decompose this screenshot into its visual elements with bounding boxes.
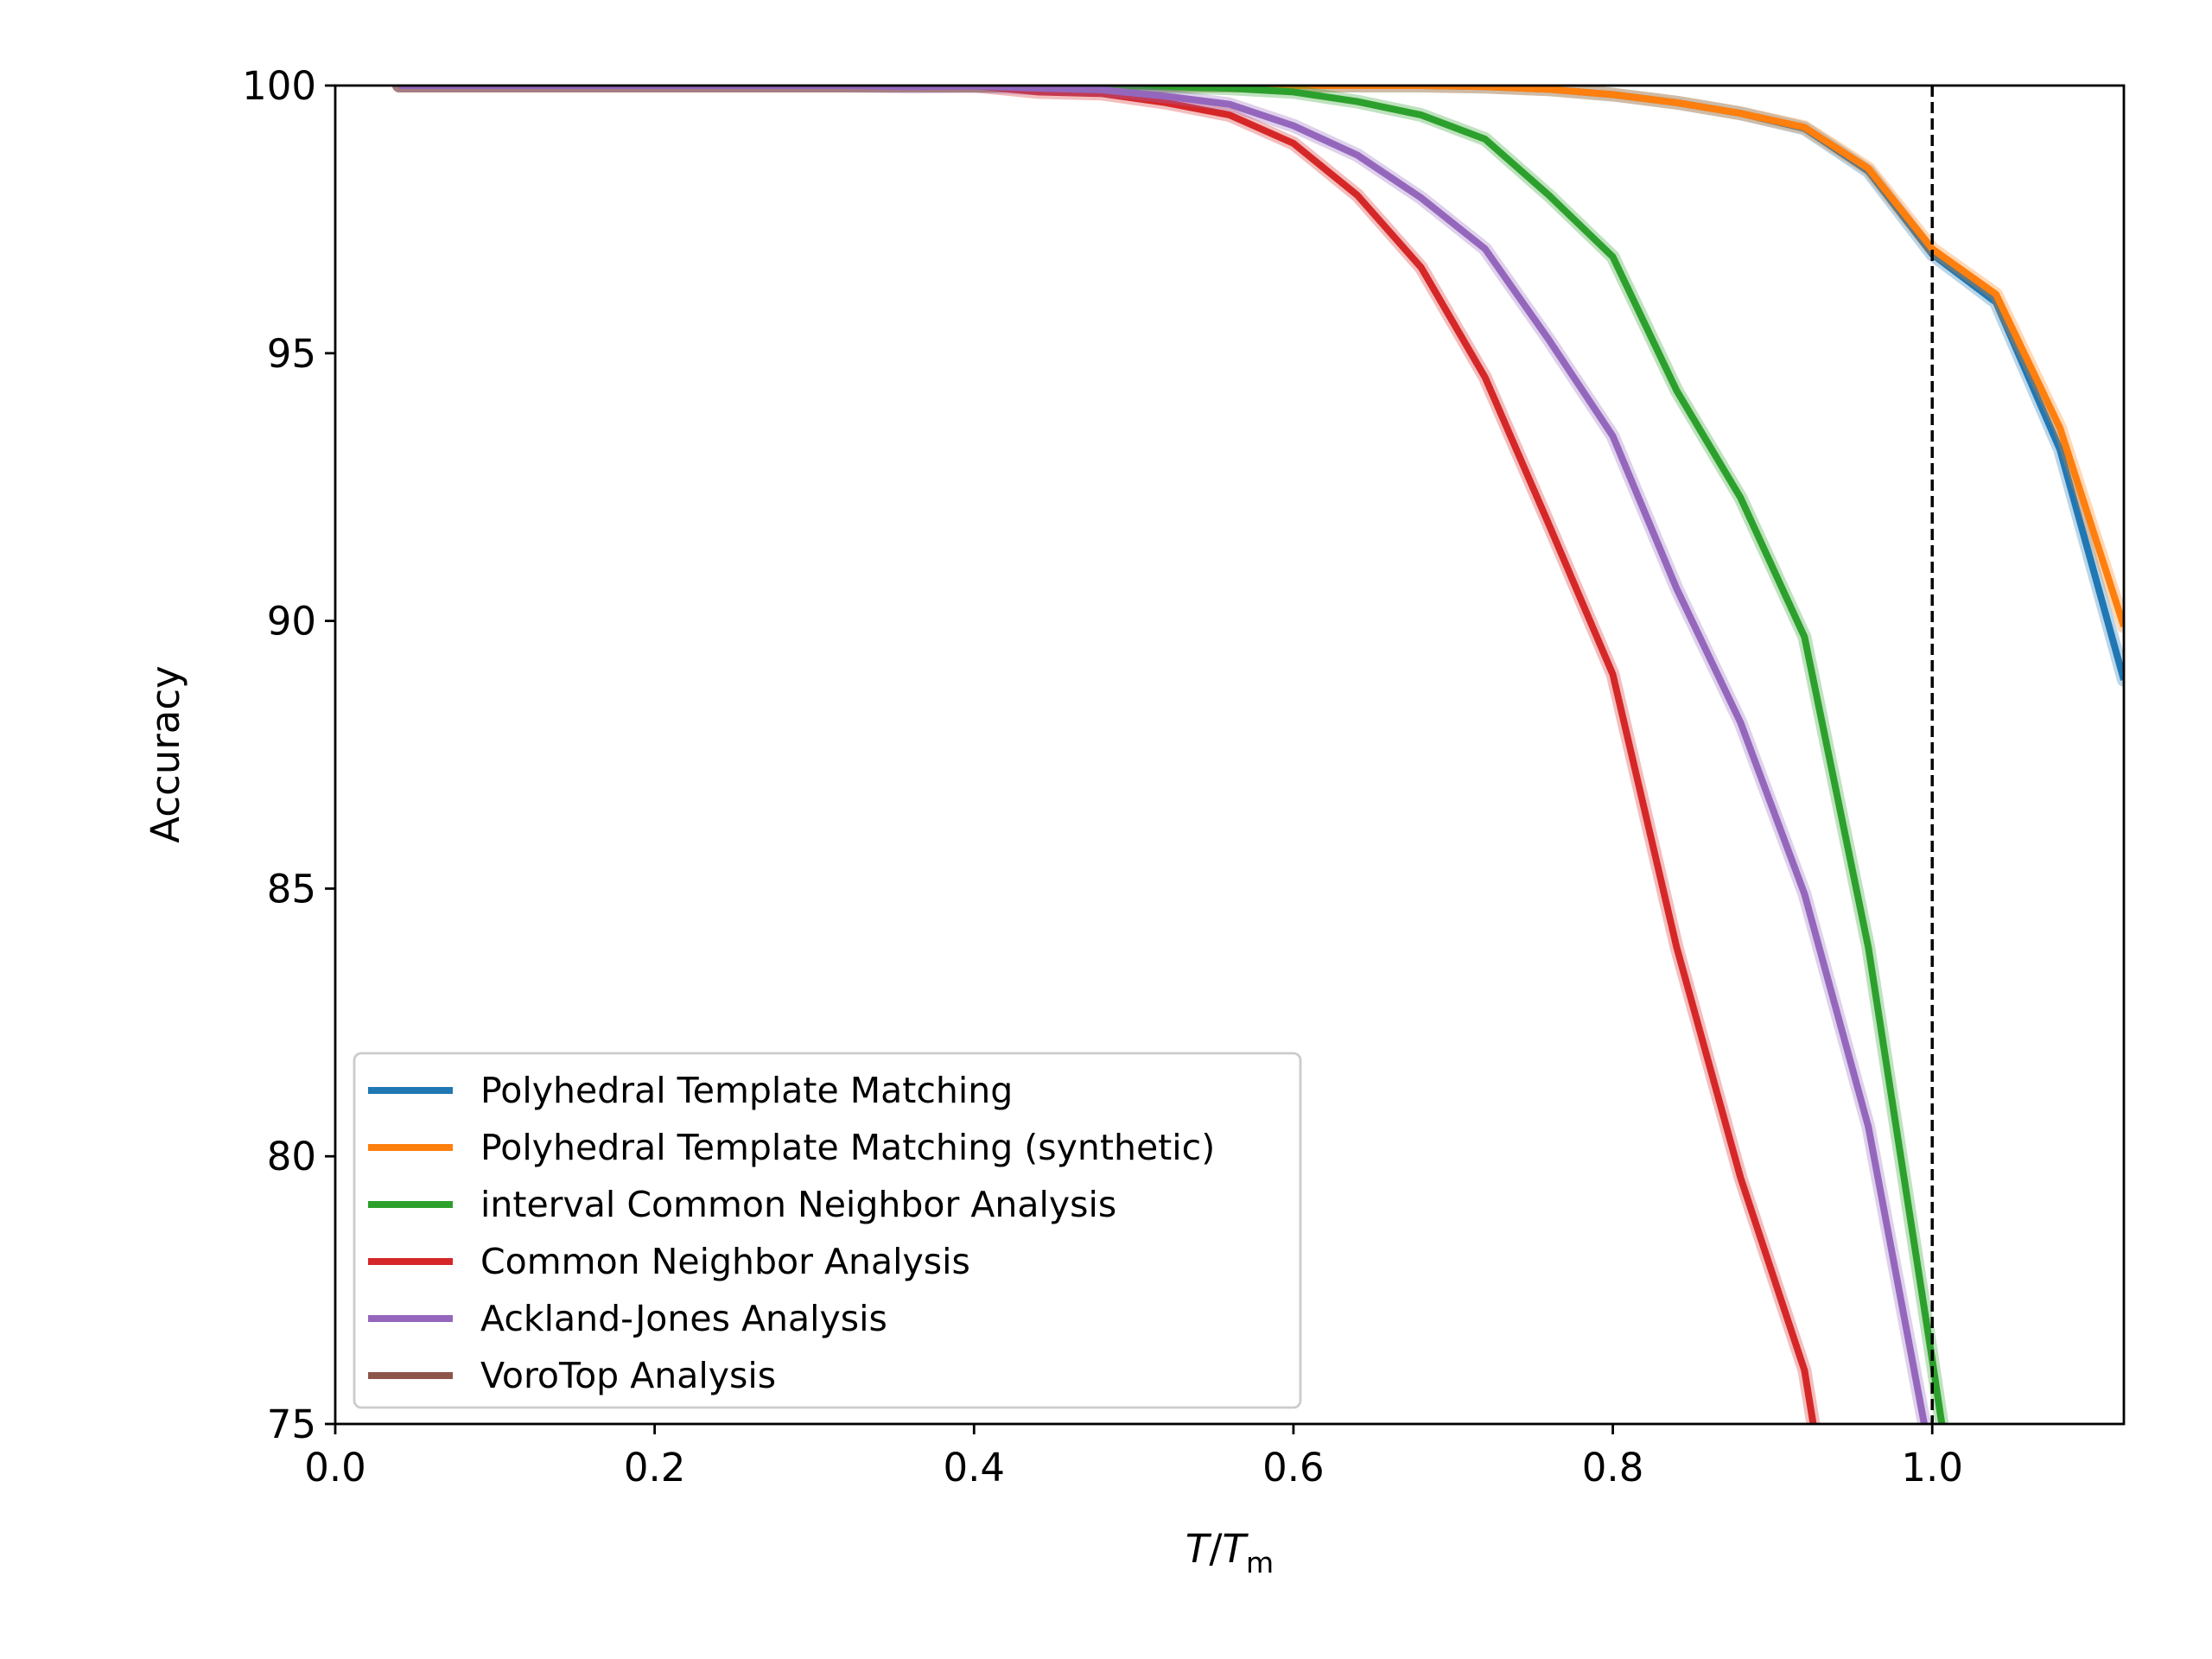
legend-label-interval-common-neighbor-analysis: interval Common Neighbor Analysis xyxy=(480,1184,1116,1225)
y-axis-ticks: 75 80 85 90 95 100 xyxy=(242,63,335,1447)
legend-label-ackland-jones-analysis: Ackland-Jones Analysis xyxy=(480,1298,887,1339)
legend-label-vorotop-analysis: VoroTop Analysis xyxy=(480,1355,776,1396)
legend: Polyhedral Template Matching Polyhedral T… xyxy=(353,1052,1302,1409)
legend-label-polyhedral-template-matching-synthetic: Polyhedral Template Matching (synthetic) xyxy=(480,1127,1215,1168)
y-tick-label: 75 xyxy=(267,1402,316,1447)
legend-label-common-neighbor-analysis: Common Neighbor Analysis xyxy=(480,1241,970,1282)
x-axis-ticks: 0.0 0.2 0.4 0.6 0.8 1.0 xyxy=(304,1424,1963,1491)
series-line-common-neighbor-analysis xyxy=(398,86,1817,1424)
legend-box xyxy=(353,1052,1302,1409)
series-line-interval-common-neighbor-analysis xyxy=(398,86,1946,1424)
plot-frame xyxy=(334,84,2126,1426)
series-line-polyhedral-template-matching-synthetic xyxy=(398,86,2124,628)
x-tick-label: 1.0 xyxy=(1901,1445,1963,1491)
legend-entries: Polyhedral Template Matching Polyhedral T… xyxy=(368,1070,1215,1396)
x-tick-label: 0.8 xyxy=(1582,1445,1644,1491)
y-tick-label: 90 xyxy=(267,599,316,645)
x-tick-label: 0.2 xyxy=(624,1445,686,1491)
x-tick-label: 0.0 xyxy=(304,1445,366,1491)
series-line-ackland-jones-analysis xyxy=(398,86,1928,1424)
x-tick-label: 0.4 xyxy=(943,1445,1005,1491)
series-layer xyxy=(391,86,2124,1424)
y-tick-label: 95 xyxy=(267,331,316,377)
legend-label-polyhedral-template-matching: Polyhedral Template Matching xyxy=(480,1070,1013,1111)
y-tick-label: 85 xyxy=(267,866,316,912)
x-tick-label: 0.6 xyxy=(1262,1445,1325,1491)
y-axis-label: Accuracy xyxy=(143,665,188,842)
x-axis-label: T/Tm xyxy=(1185,1526,1274,1580)
y-tick-label: 100 xyxy=(242,63,316,109)
y-tick-label: 80 xyxy=(267,1134,316,1179)
